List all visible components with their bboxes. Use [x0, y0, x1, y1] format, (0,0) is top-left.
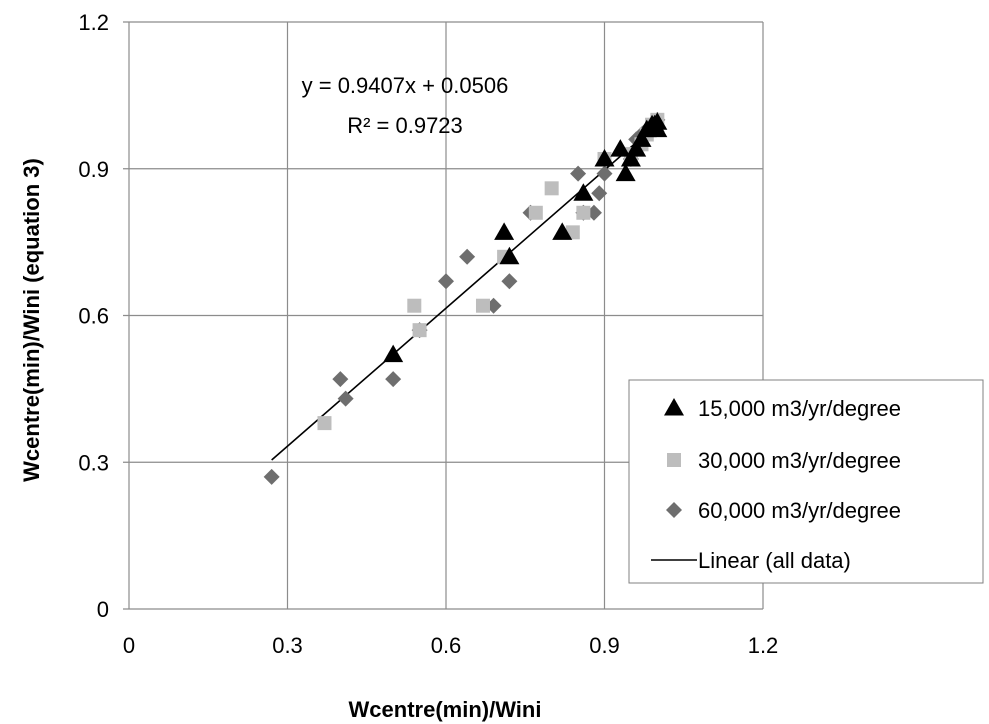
r-squared-annotation: R² = 0.9723 — [347, 113, 463, 138]
data-points — [263, 111, 668, 485]
data-point-square — [317, 416, 332, 431]
legend-label: 30,000 m3/yr/degree — [698, 448, 901, 473]
legend-swatch-diamond — [666, 502, 682, 518]
data-point-triangle — [552, 222, 573, 240]
legend-label: 15,000 m3/yr/degree — [698, 396, 901, 421]
data-point-diamond — [385, 371, 402, 388]
data-point-diamond — [501, 273, 518, 290]
data-point-diamond — [459, 248, 476, 265]
y-tick-label: 1.2 — [78, 10, 109, 35]
legend-box — [628, 379, 984, 584]
y-tick-label: 0.6 — [78, 304, 109, 329]
data-point-square — [475, 298, 490, 313]
data-point-triangle — [615, 163, 636, 182]
data-point-triangle — [499, 246, 520, 265]
x-tick-label: 1.2 — [748, 633, 779, 658]
data-point-triangle — [383, 344, 404, 363]
y-tick-label: 0.3 — [78, 450, 109, 475]
x-axis-title: Wcentre(min)/Wini — [349, 697, 542, 722]
data-point-triangle — [573, 183, 594, 201]
data-point-triangle — [594, 148, 615, 167]
data-point-diamond — [332, 371, 349, 388]
legend-swatch-triangle — [664, 398, 684, 416]
data-point-triangle — [631, 129, 652, 147]
data-point-diamond — [596, 165, 613, 182]
data-point-square — [407, 298, 422, 313]
data-point-square — [576, 205, 591, 220]
data-point-diamond — [438, 273, 454, 290]
x-tick-label: 0.3 — [272, 633, 303, 658]
data-point-square — [544, 181, 559, 196]
legend-label: 60,000 m3/yr/degree — [698, 498, 901, 523]
data-point-diamond — [591, 185, 608, 202]
data-point-triangle — [494, 222, 515, 240]
x-tick-label: 0.6 — [431, 633, 462, 658]
trendline-group — [271, 123, 658, 461]
equation-annotation: y = 0.9407x + 0.0506 — [302, 73, 509, 98]
data-point-diamond — [570, 165, 587, 182]
gridlines — [123, 21, 764, 610]
y-tick-label: 0 — [97, 597, 109, 622]
data-point-square — [412, 323, 427, 338]
x-tick-label: 0 — [123, 633, 135, 658]
y-tick-label: 0.9 — [78, 157, 109, 182]
y-axis-title: Wcentre(min)/Wini (equation 3) — [19, 158, 44, 482]
legend-label: Linear (all data) — [698, 548, 851, 573]
data-point-square — [528, 205, 543, 220]
legend-swatch-square — [667, 453, 681, 467]
x-tick-label: 0.9 — [589, 633, 620, 658]
data-point-triangle — [620, 148, 641, 167]
trendline — [271, 123, 658, 461]
data-point-triangle — [626, 139, 647, 157]
legend: 15,000 m3/yr/degree 30,000 m3/yr/degree 60… — [628, 379, 984, 584]
data-point-diamond — [337, 390, 354, 407]
tick-labels: 0 0.3 0.6 0.9 1.2 0 0.3 0.6 0.9 1.2 — [78, 10, 778, 658]
data-point-diamond — [263, 468, 280, 485]
data-point-triangle — [610, 139, 631, 157]
data-point-triangle — [647, 112, 668, 130]
